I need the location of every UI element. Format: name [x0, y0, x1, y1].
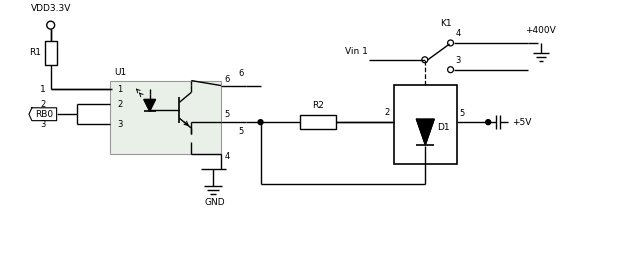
Text: +400V: +400V — [525, 26, 556, 35]
Text: 3: 3 — [117, 120, 122, 129]
Text: 6: 6 — [224, 75, 229, 84]
Text: 4: 4 — [455, 29, 461, 38]
Bar — [45, 41, 57, 65]
Text: VDD3.3V: VDD3.3V — [31, 4, 71, 13]
Text: 2: 2 — [40, 100, 45, 109]
Text: 2: 2 — [384, 108, 389, 117]
Circle shape — [258, 120, 263, 125]
Polygon shape — [29, 108, 57, 121]
Text: K1: K1 — [440, 19, 452, 28]
Text: +5V: +5V — [512, 118, 531, 127]
Text: 2: 2 — [117, 100, 122, 109]
Text: 4: 4 — [225, 152, 230, 161]
Text: 3: 3 — [40, 120, 45, 129]
Text: 5: 5 — [224, 110, 229, 119]
Text: 1: 1 — [40, 85, 45, 94]
Text: D1: D1 — [437, 123, 450, 132]
Text: R2: R2 — [312, 101, 324, 110]
Text: RB0: RB0 — [35, 110, 53, 119]
Text: 3: 3 — [455, 56, 461, 65]
Text: GND: GND — [205, 198, 226, 207]
Text: Vin 1: Vin 1 — [345, 47, 368, 56]
Circle shape — [486, 120, 491, 125]
Text: 5: 5 — [238, 127, 244, 136]
Text: 6: 6 — [238, 69, 244, 78]
Polygon shape — [144, 99, 156, 111]
Text: U1: U1 — [114, 68, 126, 77]
Text: 5: 5 — [460, 109, 465, 118]
Bar — [300, 115, 336, 129]
Text: R1: R1 — [29, 48, 40, 57]
Bar — [110, 81, 221, 154]
Bar — [394, 85, 457, 164]
Polygon shape — [416, 119, 434, 145]
Text: 1: 1 — [117, 85, 122, 94]
